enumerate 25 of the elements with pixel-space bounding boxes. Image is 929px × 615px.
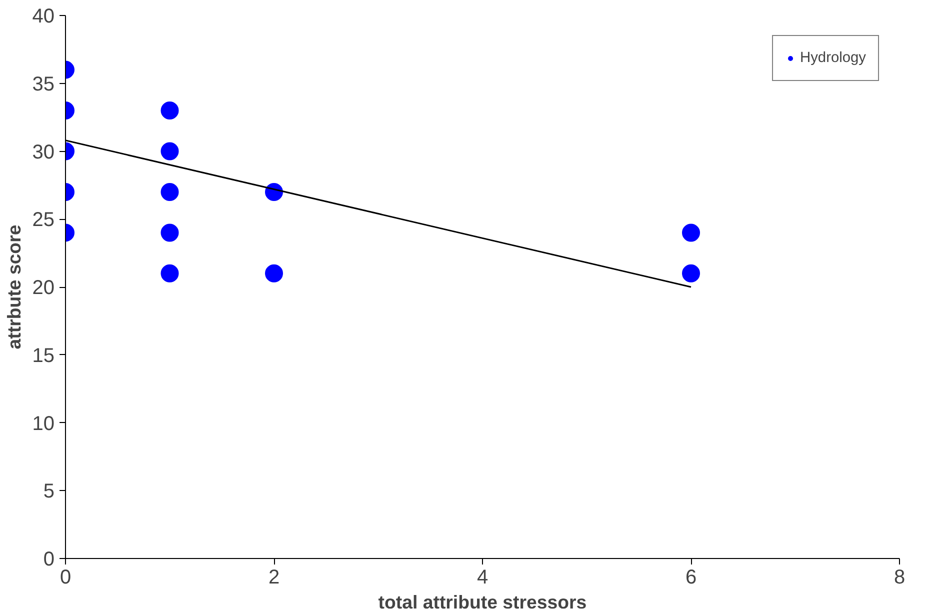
point (682, 224, 700, 242)
y-tick-label: 20 (32, 277, 55, 299)
x-tick-label: 8 (894, 566, 906, 588)
x-tick-label: 0 (60, 566, 72, 588)
point (265, 264, 283, 282)
y-tick-label: 40 (32, 6, 55, 28)
y-tick-label: 5 (43, 480, 54, 503)
point (160, 264, 179, 282)
y-tick-label: 30 (32, 141, 55, 164)
x-tick-label: 2 (268, 566, 280, 588)
x-tick-label: 6 (685, 566, 697, 588)
y-tick-label: 0 (43, 548, 54, 570)
y-tick-label: 25 (32, 209, 55, 232)
x-axis-title: total attribute stressors (378, 592, 587, 612)
y-tick-label: 10 (32, 412, 55, 435)
point (160, 224, 179, 242)
point (160, 102, 179, 120)
point (160, 182, 179, 201)
point (682, 264, 700, 282)
legend-label: Hydrology (800, 50, 866, 66)
point (160, 142, 179, 160)
y-axis-title: attrbute score (3, 224, 24, 350)
x-tick-label: 4 (476, 566, 488, 588)
y-tick-label: 35 (32, 73, 55, 96)
y-tick-label: 15 (32, 344, 55, 367)
